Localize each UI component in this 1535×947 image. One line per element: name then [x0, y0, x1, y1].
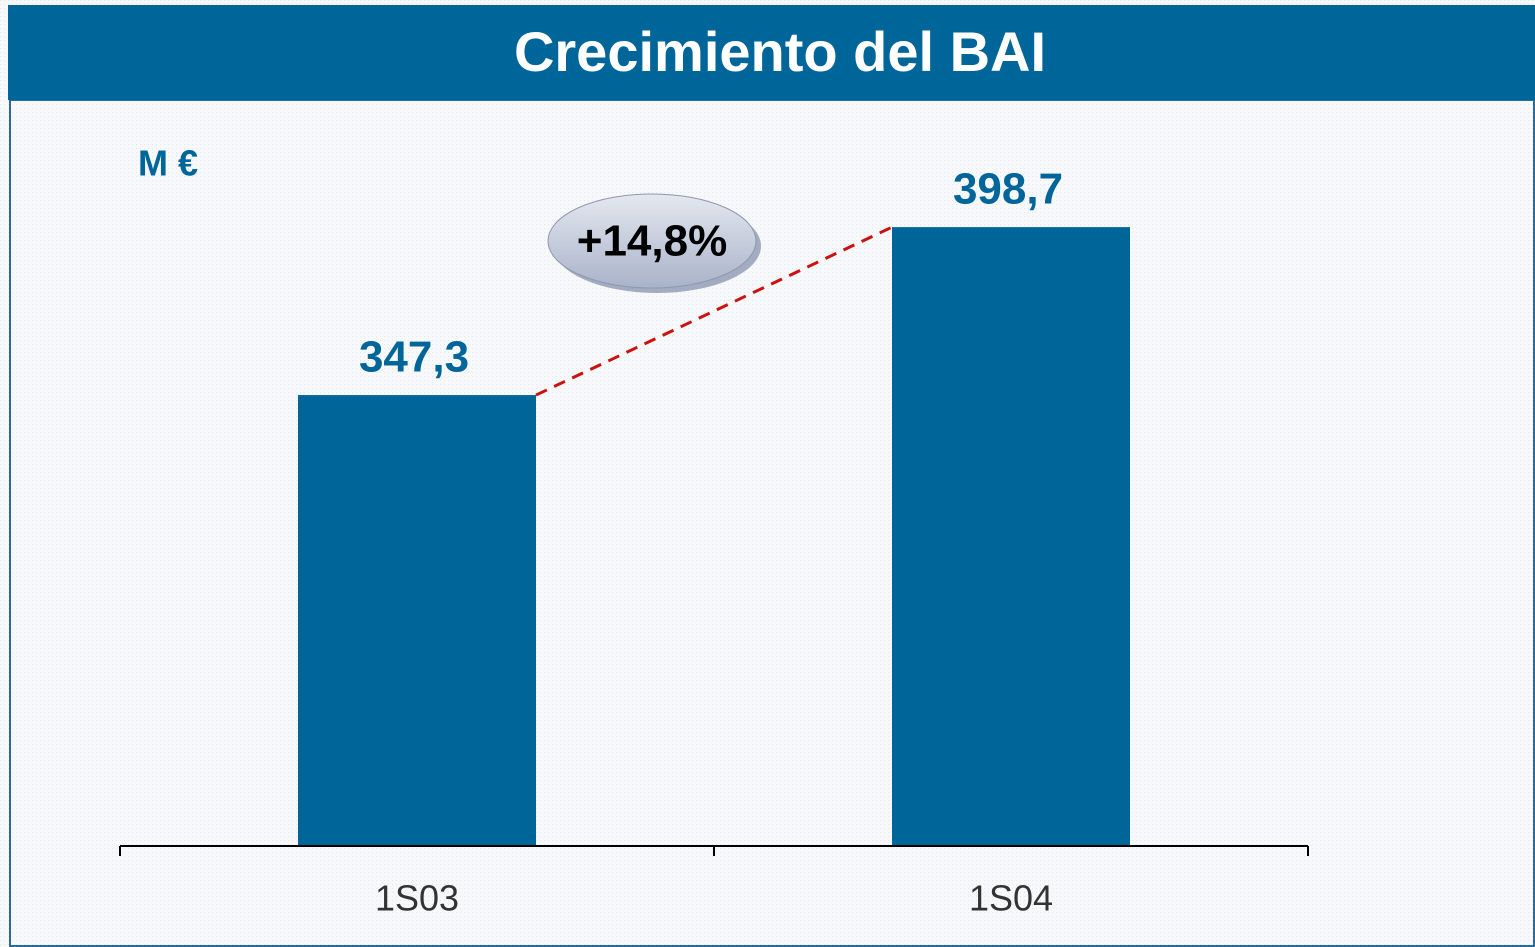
bar — [892, 227, 1130, 846]
value-label: 347,3 — [359, 333, 469, 382]
title-bar — [8, 5, 1535, 100]
growth-line — [535, 225, 893, 397]
x-tick-label: 1S04 — [969, 878, 1053, 919]
unit-label: M € — [138, 143, 198, 184]
x-tick-label: 1S03 — [375, 878, 459, 919]
annotation: +14,8% — [577, 217, 727, 266]
bar — [298, 395, 536, 846]
value-label: 398,7 — [953, 165, 1063, 214]
chart-title: Crecimiento del BAI — [514, 20, 1046, 83]
annotation-pill — [547, 193, 757, 289]
